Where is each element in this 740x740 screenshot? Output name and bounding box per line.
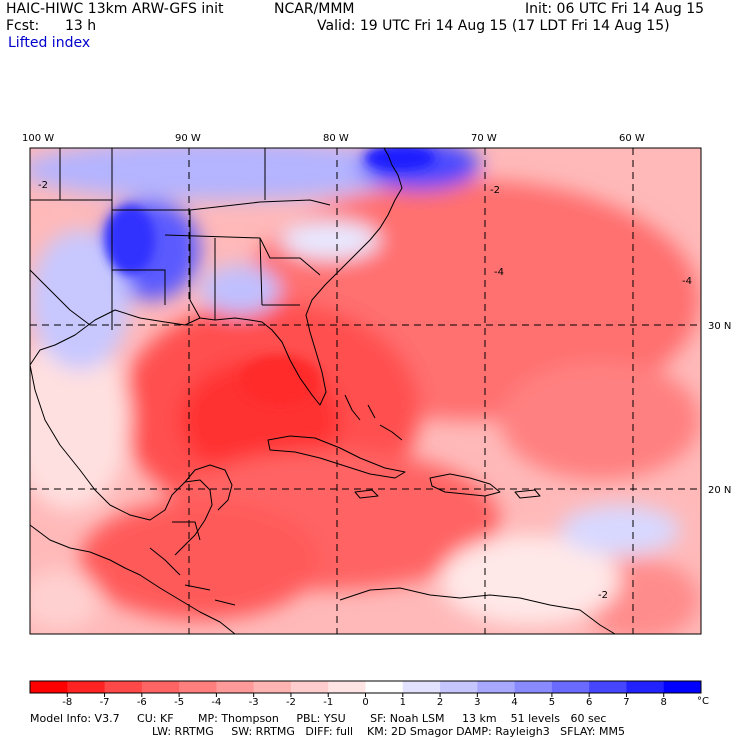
colorbar-swatch [104, 681, 143, 693]
colorbar-tick-label: -3 [249, 697, 259, 708]
stable-area-carolinas [280, 220, 380, 260]
lon-label-80w: 80 W [323, 133, 349, 144]
colorbar-swatch [663, 681, 702, 693]
contour-label: -2 [38, 180, 48, 191]
colorbar-swatch [365, 681, 404, 693]
yucatan-outline [184, 464, 233, 511]
lon-label-90w: 90 W [175, 133, 201, 144]
colorbar-tick-label: 0 [362, 697, 368, 708]
cuba-outline [267, 435, 406, 479]
colorbar-swatch [328, 681, 366, 693]
contour-label: -4 [494, 267, 504, 278]
colorbar-swatch [216, 681, 255, 693]
jamaica-outline [354, 489, 379, 499]
colorbar-tick-label: -2 [286, 697, 296, 708]
map-frame [29, 147, 702, 635]
lat-label-20n: 20 N [708, 485, 731, 496]
colorbar-tick-label: -4 [211, 697, 221, 708]
colorbar-tick-label: 2 [437, 697, 443, 708]
init-time: Init: 06 UTC Fri 14 Aug 15 [525, 1, 705, 17]
unstable-area-east-atlantic [500, 360, 700, 480]
contour-label: -4 [682, 276, 692, 287]
colorbar-swatch [402, 681, 441, 693]
colorbar-tick-label: 7 [623, 697, 629, 708]
colorbar-tick-label: 5 [549, 697, 555, 708]
colorbar-swatch [67, 681, 106, 693]
neutral-area-texas [30, 330, 130, 510]
mexico-coastline [30, 364, 213, 556]
lon-label-60w: 60 W [619, 133, 645, 144]
model-info-line2: LW: RRTMG SW: RRTMG DIFF: full KM: 2D Sm… [152, 725, 625, 738]
colorbar-tick-label: 8 [661, 697, 667, 708]
colorbar-tick-label: -5 [174, 697, 184, 708]
colorbar-swatch [514, 681, 553, 693]
south-america-coastline [339, 587, 616, 634]
colorbar-swatch [477, 681, 516, 693]
forecast-label: Fcst: [6, 18, 40, 34]
colorbar-tick-label: 1 [400, 697, 406, 708]
central-america-borders [149, 521, 236, 606]
bahamas-outline [344, 394, 403, 441]
stable-area-north [30, 148, 420, 200]
central-america-coastline [30, 524, 236, 634]
stable-area-gulf-coast [200, 265, 280, 315]
valid-time: Valid: 19 UTC Fri 14 Aug 15 (17 LDT Fri … [317, 18, 670, 34]
stable-area-caribbean-east [560, 505, 680, 555]
colorbar-tick-label: -6 [137, 697, 147, 708]
stable-area-mexico [30, 570, 100, 630]
unstable-area-central-america [80, 500, 320, 620]
colorbar-tick-label: 3 [474, 697, 480, 708]
colorbar-unit: °C [697, 696, 709, 707]
stable-area-texas [30, 230, 130, 370]
field-name: Lifted index [8, 35, 91, 51]
state-borders [30, 148, 331, 330]
colorbar-swatch [440, 681, 478, 693]
colorbar-swatch [626, 681, 665, 693]
model-info-line1: Model Info: V3.7 CU: KF MP: Thompson PBL… [30, 712, 607, 725]
colorbar-swatch [141, 681, 180, 693]
colorbar-swatch [551, 681, 590, 693]
colorbar-swatch [30, 681, 68, 693]
colorbar-tick-label: -1 [323, 697, 333, 708]
colorbar-tick-label: 4 [511, 697, 517, 708]
contour-label: -2 [598, 590, 608, 601]
colorbar-tick-label: 6 [586, 697, 592, 708]
colorbar-swatch [179, 681, 217, 693]
lat-label-30n: 30 N [708, 321, 731, 332]
colorbar-tick-label: -7 [100, 697, 110, 708]
colorbar-swatch [253, 681, 292, 693]
colorbar-tick-label: -8 [62, 697, 72, 708]
colorbar-swatch [589, 681, 627, 693]
us-gulf-coastline [30, 148, 403, 406]
organization-label: NCAR/MMM [274, 1, 355, 17]
lon-label-70w: 70 W [471, 133, 497, 144]
contour-label: -2 [490, 185, 500, 196]
forecast-hour: 13 h [65, 18, 97, 34]
puerto-rico-outline [514, 489, 541, 499]
model-title: HAIC-HIWC 13km ARW-GFS init [6, 1, 224, 17]
lon-label-100w: 100 W [22, 133, 54, 144]
mexico-border [30, 269, 91, 326]
colorbar-swatch [290, 681, 329, 693]
